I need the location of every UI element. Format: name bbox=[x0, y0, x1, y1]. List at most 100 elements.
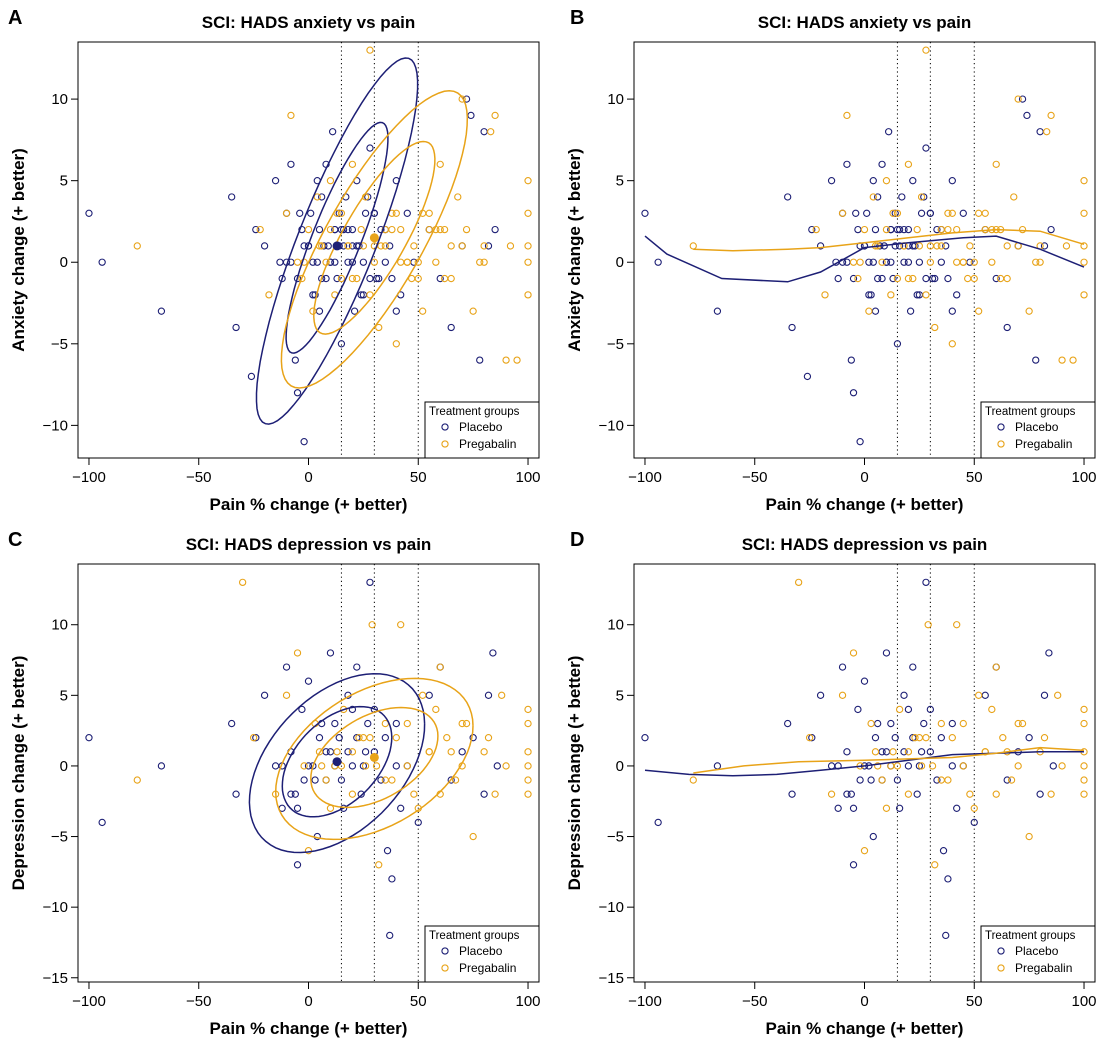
plot-area bbox=[641, 578, 1088, 940]
placebo-point bbox=[915, 258, 924, 266]
placebo-point bbox=[915, 762, 924, 770]
placebo-point bbox=[1036, 128, 1044, 136]
placebo-point bbox=[335, 209, 343, 217]
pregabalin-point bbox=[304, 225, 313, 234]
plot-frame bbox=[77, 41, 540, 459]
pregabalin-point bbox=[975, 691, 983, 699]
pregabalin-point bbox=[913, 225, 921, 234]
pregabalin-point bbox=[931, 323, 939, 332]
pregabalin-point bbox=[377, 242, 385, 250]
placebo-point bbox=[366, 274, 374, 283]
legend-label-pregabalin: Pregabalin bbox=[1015, 961, 1072, 975]
x-tick-label: 100 bbox=[1072, 469, 1097, 486]
placebo-point bbox=[403, 209, 411, 217]
pregabalin-point bbox=[381, 242, 389, 250]
pregabalin-point bbox=[926, 258, 935, 266]
pregabalin-point bbox=[359, 734, 368, 742]
pregabalin-point bbox=[355, 734, 363, 742]
placebo-point bbox=[869, 832, 877, 841]
pregabalin-point bbox=[1040, 734, 1049, 742]
placebo-point bbox=[331, 258, 339, 266]
placebo-point bbox=[307, 209, 315, 217]
placebo-point bbox=[917, 209, 926, 217]
pregabalin-point bbox=[959, 719, 967, 728]
pregabalin-point bbox=[440, 274, 449, 283]
placebo-point bbox=[869, 177, 877, 185]
placebo-point bbox=[287, 790, 295, 798]
placebo-point bbox=[882, 258, 891, 266]
placebo-point bbox=[320, 242, 328, 250]
pregabalin-point bbox=[1014, 762, 1022, 770]
placebo-point bbox=[458, 748, 466, 756]
placebo-point bbox=[328, 128, 337, 136]
placebo-point bbox=[85, 734, 93, 742]
pregabalin-point bbox=[484, 734, 493, 742]
y-tick-label: 0 bbox=[60, 254, 68, 271]
chart-title: SCI: HADS depression vs pain bbox=[186, 535, 432, 554]
pregabalin-point bbox=[432, 258, 440, 266]
pregabalin-point bbox=[397, 621, 405, 629]
pregabalin-point bbox=[882, 804, 891, 812]
pregabalin-point bbox=[970, 274, 978, 283]
placebo-point bbox=[337, 776, 346, 784]
placebo-point bbox=[392, 762, 400, 770]
pregabalin-point bbox=[893, 274, 902, 283]
pregabalin-point bbox=[928, 762, 937, 770]
placebo-point bbox=[309, 258, 317, 266]
pregabalin-point bbox=[491, 790, 499, 798]
placebo-point bbox=[948, 177, 956, 185]
placebo-point bbox=[311, 776, 319, 784]
legend: Treatment groups Placebo Pregabalin bbox=[424, 401, 540, 459]
placebo-point bbox=[900, 258, 908, 266]
placebo-point bbox=[476, 356, 484, 364]
pregabalin-point bbox=[425, 748, 433, 756]
placebo-point bbox=[904, 762, 913, 770]
pregabalin-point bbox=[1058, 356, 1066, 364]
pregabalin-point bbox=[370, 258, 379, 266]
pregabalin-point bbox=[419, 691, 427, 699]
placebo-point bbox=[803, 372, 812, 381]
placebo-point bbox=[364, 719, 372, 728]
placebo-point bbox=[252, 734, 260, 742]
placebo-point bbox=[414, 818, 422, 827]
pregabalin-point bbox=[937, 225, 945, 234]
placebo-point bbox=[1003, 323, 1011, 332]
pregabalin-point bbox=[462, 225, 471, 234]
pregabalin-point bbox=[887, 762, 895, 770]
placebo-point bbox=[335, 734, 343, 742]
pregabalin-point bbox=[282, 209, 291, 217]
placebo-point bbox=[311, 291, 319, 299]
placebo-point bbox=[887, 258, 895, 266]
placebo-point bbox=[157, 307, 166, 315]
pregabalin-point bbox=[1080, 719, 1088, 728]
pregabalin-smooth-line bbox=[693, 746, 1085, 774]
y-tick-label: −10 bbox=[599, 899, 624, 916]
pregabalin-ellipse bbox=[313, 140, 436, 335]
pregabalin-point bbox=[318, 762, 326, 770]
placebo-point bbox=[484, 242, 493, 250]
pregabalin-point bbox=[524, 776, 532, 784]
placebo-point bbox=[381, 734, 389, 742]
pregabalin-point bbox=[366, 734, 374, 742]
placebo-point bbox=[654, 258, 662, 266]
placebo-point bbox=[392, 719, 400, 728]
placebo-point bbox=[784, 193, 792, 201]
placebo-point bbox=[469, 734, 477, 742]
pregabalin-point bbox=[843, 111, 851, 120]
y-tick-label: −15 bbox=[43, 970, 68, 987]
pregabalin-point bbox=[447, 274, 455, 283]
pregabalin-point bbox=[849, 649, 858, 657]
placebo-point bbox=[425, 691, 433, 699]
placebo-point bbox=[874, 719, 882, 728]
placebo-point bbox=[959, 209, 967, 217]
placebo-point bbox=[383, 847, 392, 855]
pregabalin-point bbox=[922, 291, 930, 299]
pregabalin-point bbox=[256, 225, 264, 234]
pregabalin-point bbox=[1014, 95, 1022, 103]
pregabalin-point bbox=[944, 209, 952, 217]
pregabalin-point bbox=[337, 209, 346, 217]
placebo-point bbox=[375, 274, 383, 283]
placebo-point bbox=[447, 776, 455, 784]
pregabalin-point bbox=[869, 193, 877, 201]
placebo-point bbox=[874, 274, 882, 283]
